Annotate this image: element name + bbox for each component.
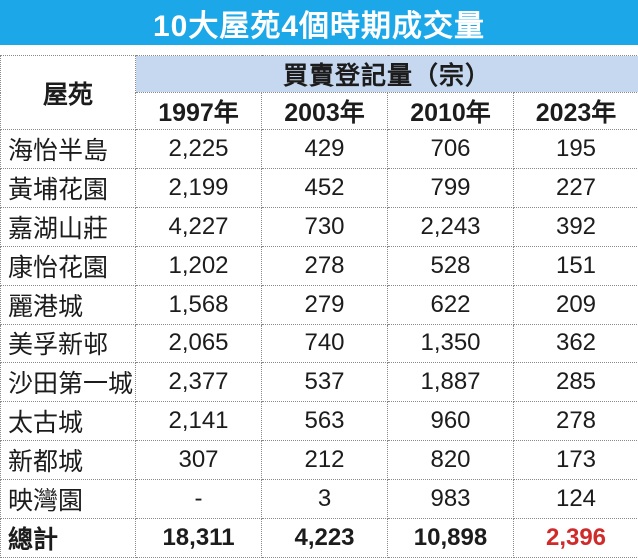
value-cell: 528 <box>387 245 514 286</box>
value-cell: 537 <box>261 362 388 403</box>
value-cell: 209 <box>512 284 638 325</box>
table-row: 嘉湖山莊 4,227 730 2,243 392 <box>0 206 638 247</box>
group-header-registrations: 買賣登記量（宗） <box>134 55 638 93</box>
value-cell: 173 <box>512 440 638 481</box>
value-cell: 820 <box>387 440 514 481</box>
estate-name: 太古城 <box>0 401 136 442</box>
estate-name: 映灣園 <box>0 479 136 520</box>
value-cell: 10,898 <box>387 518 514 558</box>
value-cell: 1,887 <box>387 362 514 403</box>
value-cell: - <box>135 479 262 520</box>
value-cell: 2,225 <box>135 129 262 169</box>
value-cell: 983 <box>387 479 514 520</box>
table-row: 麗港城 1,568 279 622 209 <box>0 284 638 325</box>
value-cell: 3 <box>261 479 388 520</box>
value-cell: 622 <box>387 284 514 325</box>
value-cell: 2,243 <box>387 206 514 247</box>
value-cell: 307 <box>135 440 262 481</box>
value-cell: 1,202 <box>135 245 262 286</box>
table-row: 黃埔花園 2,199 452 799 227 <box>0 167 638 208</box>
estate-name: 康怡花園 <box>0 245 136 286</box>
value-cell: 278 <box>261 245 388 286</box>
value-cell: 730 <box>261 206 388 247</box>
value-cell: 124 <box>512 479 638 520</box>
estate-name: 沙田第一城 <box>0 362 136 403</box>
estate-name: 美孚新邨 <box>0 323 136 364</box>
value-cell: 2,141 <box>135 401 262 442</box>
value-cell: 195 <box>512 129 638 169</box>
year-header: 2010年 <box>387 92 514 130</box>
value-cell: 285 <box>512 362 638 403</box>
value-cell: 960 <box>387 401 514 442</box>
value-cell: 452 <box>261 167 388 208</box>
value-cell: 706 <box>387 129 514 169</box>
value-cell: 212 <box>261 440 388 481</box>
value-cell: 1,350 <box>387 323 514 364</box>
year-header-row: 1997年 2003年 2010年 2023年 <box>1 92 638 130</box>
total-label: 總計 <box>0 518 136 558</box>
value-cell: 4,223 <box>261 518 388 558</box>
table-row: 新都城 307 212 820 173 <box>0 440 638 481</box>
value-cell: 2,065 <box>135 323 262 364</box>
value-cell: 279 <box>261 284 388 325</box>
estates-table: 屋苑 買賣登記量（宗） 1997年 2003年 2010年 2023年 海怡半島 2,2… <box>0 55 638 558</box>
value-cell: 151 <box>512 245 638 286</box>
value-cell: 2,199 <box>135 167 262 208</box>
table-row: 康怡花園 1,202 278 528 151 <box>0 245 638 286</box>
value-cell: 740 <box>261 323 388 364</box>
value-cell: 362 <box>512 323 638 364</box>
value-cell: 1,568 <box>135 284 262 325</box>
value-cell: 278 <box>512 401 638 442</box>
value-cell: 563 <box>261 401 388 442</box>
value-cell: 227 <box>512 167 638 208</box>
estate-name: 黃埔花園 <box>0 167 136 208</box>
table-row: 太古城 2,141 563 960 278 <box>0 401 638 442</box>
year-header: 1997年 <box>135 92 262 130</box>
value-cell: 18,311 <box>135 518 262 558</box>
table-row: 海怡半島 2,225 429 706 195 <box>0 129 638 169</box>
estate-name: 麗港城 <box>0 284 136 325</box>
value-cell: 392 <box>512 206 638 247</box>
table-row: 映灣園 -3 983 124 <box>0 479 638 520</box>
value-cell: 2,396 <box>512 518 638 558</box>
page-title: 10大屋苑4個時期成交量 <box>152 9 486 43</box>
estate-name: 新都城 <box>0 440 136 481</box>
estate-name: 嘉湖山莊 <box>0 206 136 247</box>
value-cell: 4,227 <box>135 206 262 247</box>
estate-name: 海怡半島 <box>0 129 136 169</box>
corner-header-estate: 屋苑 <box>0 55 136 130</box>
title-bar: 10大屋苑4個時期成交量 <box>0 0 638 45</box>
value-cell: 799 <box>387 167 514 208</box>
table-row: 沙田第一城 2,377 537 1,887 285 <box>0 362 638 403</box>
group-header-row: 屋苑 買賣登記量（宗） <box>0 55 638 130</box>
value-cell: 2,377 <box>135 362 262 403</box>
total-row: 總計 18,311 4,223 10,898 2,396 <box>0 518 638 558</box>
year-header: 2023年 <box>512 92 638 130</box>
table-row: 美孚新邨 2,065 740 1,350 362 <box>0 323 638 364</box>
year-header: 2003年 <box>261 92 388 130</box>
value-cell: 429 <box>261 129 388 169</box>
